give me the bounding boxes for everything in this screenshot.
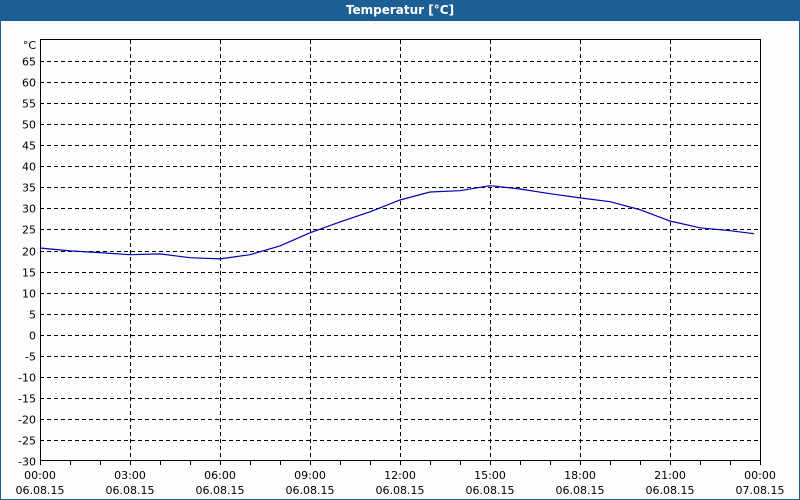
y-tick-label: 50 [22, 119, 36, 132]
y-tick-label: 20 [22, 246, 36, 259]
y-tick-label: 5 [29, 309, 36, 322]
x-tick-date: 06.08.15 [16, 484, 65, 497]
y-tick-label: -20 [18, 414, 36, 427]
x-tick-date: 06.08.15 [466, 484, 515, 497]
temperature-line [39, 185, 755, 260]
plot-area-border [40, 39, 761, 461]
x-tick-time: 21:00 [654, 469, 686, 482]
x-tick-time: 09:00 [294, 469, 326, 482]
x-tick-time: 06:00 [204, 469, 236, 482]
x-tick-time: 12:00 [384, 469, 416, 482]
y-tick-label: 40 [22, 161, 36, 174]
y-tick-label: -10 [18, 372, 36, 385]
y-tick-label: 10 [22, 288, 36, 301]
x-tick-date: 06.08.15 [556, 484, 605, 497]
x-tick-date: 06.08.15 [286, 484, 335, 497]
x-tick-date: 06.08.15 [646, 484, 695, 497]
y-tick-label: -5 [25, 351, 36, 364]
x-tick-time: 00:00 [744, 469, 776, 482]
y-axis: -30 -25 -20 -15 -10 -5 0 5 10 15 20 25 30 35 40 45 50 55 6… [18, 39, 36, 469]
y-tick-label: 45 [22, 140, 36, 153]
x-tick-date: 06.08.15 [196, 484, 245, 497]
x-tick-date: 07.08.15 [736, 484, 785, 497]
x-tick-time: 18:00 [564, 469, 596, 482]
x-tick-date: 06.08.15 [376, 484, 425, 497]
x-tick-date: 06.08.15 [106, 484, 155, 497]
y-unit-label: °C [23, 39, 37, 52]
y-tick-label: -15 [18, 393, 36, 406]
x-tick-time: 03:00 [114, 469, 146, 482]
y-tick-label: 15 [22, 267, 36, 280]
y-tick-label: -25 [18, 435, 36, 448]
y-tick-label: 35 [22, 182, 36, 195]
y-tick-label: 65 [22, 56, 36, 69]
grid-lines [40, 40, 760, 461]
y-tick-label: 25 [22, 224, 36, 237]
y-tick-label: -30 [18, 456, 36, 469]
x-tick-time: 15:00 [474, 469, 506, 482]
y-tick-label: 0 [29, 330, 36, 343]
y-tick-label: 30 [22, 203, 36, 216]
x-tick-time: 00:00 [24, 469, 56, 482]
x-axis: 00:00 06.08.15 03:00 06.08.15 06:00 06.08.15 0… [16, 461, 785, 497]
y-tick-label: 60 [22, 77, 36, 90]
chart-title: Temperatur [°C] [0, 0, 800, 21]
y-tick-label: 55 [22, 98, 36, 111]
